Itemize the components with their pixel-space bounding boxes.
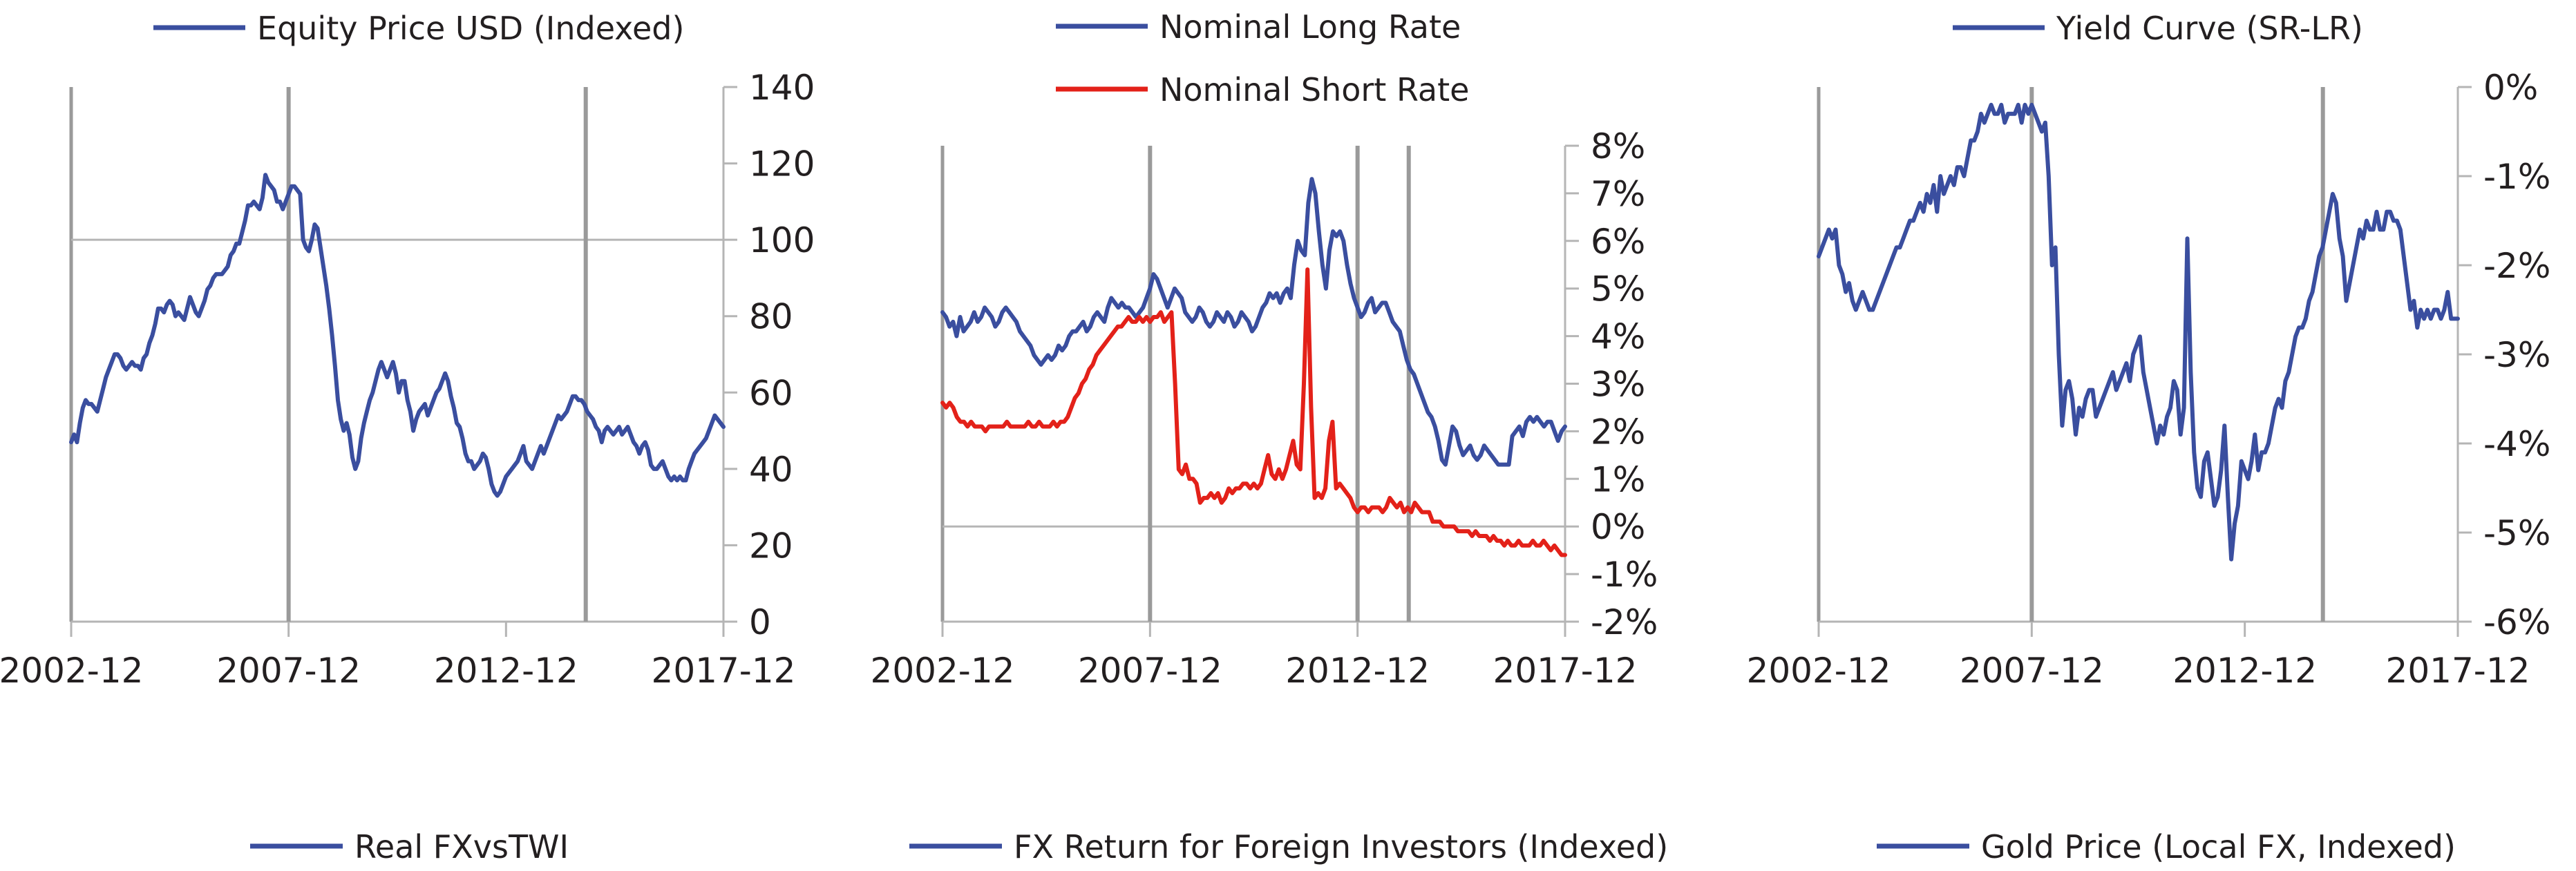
chart-2-ytick-label: 8%	[1591, 126, 1645, 166]
chart-3-xtick-label: 2012-12	[2172, 651, 2317, 691]
chart-1-ytick-label: 80	[749, 297, 793, 337]
legend-label-equity-price: Equity Price USD (Indexed)	[257, 10, 684, 47]
chart-2-ytick-label: -1%	[1591, 555, 1658, 595]
chart-1-legend: Equity Price USD (Indexed)	[153, 10, 684, 47]
chart-2-xtick-label: 2012-12	[1285, 651, 1430, 691]
chart-2-legend: Nominal Long Rate Nominal Short Rate	[1056, 8, 1469, 108]
chart-2-series-nominal-long-rate	[940, 177, 1567, 467]
chart-3-series-yield-curve-sr-lr	[1817, 102, 2460, 562]
chart-3-xtick-label: 2002-12	[1747, 651, 1891, 691]
interest-rates-chart: Nominal Long Rate Nominal Short Rate -2%…	[871, 8, 1658, 691]
legend-label-nominal-short-rate: Nominal Short Rate	[1159, 71, 1469, 108]
chart-3-ytick-label: -5%	[2483, 513, 2550, 553]
bottom-legends: Real FXvsTWI FX Return for Foreign Inves…	[250, 828, 2456, 865]
chart-3-ytick-label: -6%	[2483, 602, 2550, 642]
chart-1-ytick-label: 140	[749, 68, 815, 108]
chart-2-ytick-label: 1%	[1591, 459, 1645, 499]
chart-2-ytick-label: 2%	[1591, 412, 1645, 452]
chart-3-ytick-label: -3%	[2483, 335, 2550, 375]
chart-1-xtick-label: 2017-12	[652, 651, 796, 691]
chart-1-ytick-label: 40	[749, 450, 793, 490]
chart-1-ytick-label: 20	[749, 526, 793, 566]
chart-2-ytick-label: 6%	[1591, 222, 1645, 262]
chart-2-xtick-label: 2017-12	[1493, 651, 1638, 691]
equity-price-chart: Equity Price USD (Indexed) 0 20 40 60 80 100 1…	[0, 10, 815, 691]
chart-2-ytick-label: 3%	[1591, 365, 1645, 405]
chart-1-ytick-label: 0	[749, 602, 771, 642]
chart-2-xtick-label: 2007-12	[1078, 651, 1222, 691]
chart-3-ytick-label: 0%	[2483, 68, 2538, 108]
yield-curve-chart: Yield Curve (SR-LR) 0% -1% -2% -3% -4% -5% -6%…	[1747, 10, 2551, 691]
chart-2-ytick-label: -2%	[1591, 602, 1658, 642]
chart-2-ytick-label: 4%	[1591, 317, 1645, 357]
chart-3-ytick-label: -4%	[2483, 424, 2550, 464]
chart-1-xtick-label: 2007-12	[216, 651, 361, 691]
chart-3-ytick-label: -2%	[2483, 246, 2550, 286]
chart-2-series-nominal-short-rate	[940, 267, 1567, 557]
legend-label-gold-price: Gold Price (Local FX, Indexed)	[1981, 828, 2456, 865]
legend-label-fx-return: FX Return for Foreign Investors (Indexed…	[1014, 828, 1668, 865]
chart-2-xtick-label: 2002-12	[871, 651, 1015, 691]
legend-label-real-fx: Real FXvsTWI	[354, 828, 569, 865]
chart-2-ytick-label: 7%	[1591, 174, 1645, 214]
legend-label-nominal-long-rate: Nominal Long Rate	[1159, 8, 1461, 46]
chart-1-xtick-label: 2012-12	[434, 651, 578, 691]
chart-3-xtick-label: 2017-12	[2386, 651, 2530, 691]
chart-1-series-equity-price-usd-indexed	[69, 173, 726, 498]
chart-3-legend: Yield Curve (SR-LR)	[1953, 10, 2363, 47]
chart-2-ytick-label: 5%	[1591, 269, 1645, 309]
chart-1-xtick-label: 2002-12	[0, 651, 143, 691]
chart-2-ytick-label: 0%	[1591, 507, 1645, 547]
chart-3-ytick-label: -1%	[2483, 157, 2550, 197]
chart-3-xtick-label: 2007-12	[1960, 651, 2104, 691]
legend-label-yield-curve: Yield Curve (SR-LR)	[2056, 10, 2363, 47]
chart-1-ytick-label: 100	[749, 220, 815, 260]
chart-1-ytick-label: 120	[749, 144, 815, 184]
chart-1-ytick-label: 60	[749, 373, 793, 413]
